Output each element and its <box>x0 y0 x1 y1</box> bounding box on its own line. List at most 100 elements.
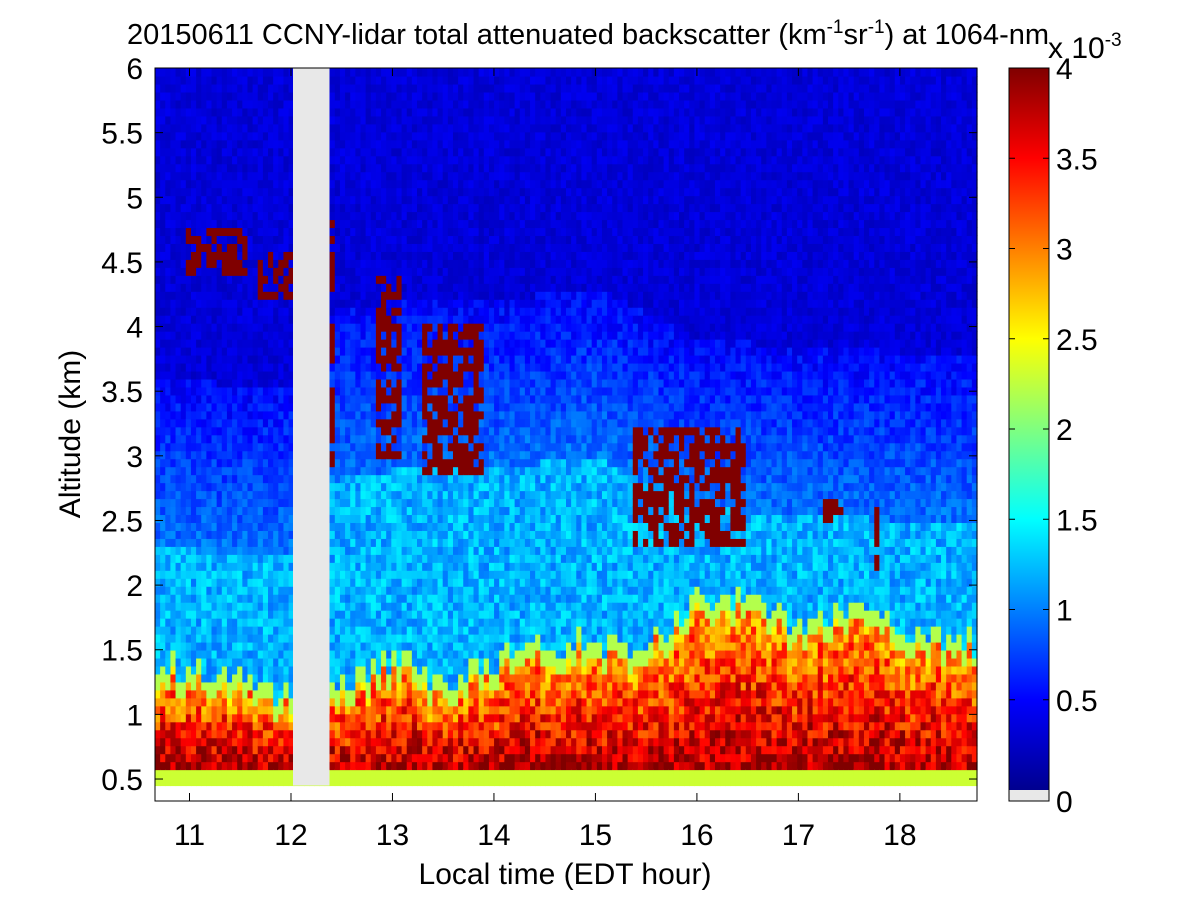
heatmap-cell <box>170 426 177 436</box>
heatmap-cell <box>268 155 274 165</box>
heatmap-cell <box>365 370 372 380</box>
heatmap-cell <box>339 235 346 244</box>
heatmap-cell <box>411 634 418 643</box>
heatmap-cell <box>432 458 439 468</box>
heatmap-cell <box>417 354 423 364</box>
heatmap-cell <box>252 657 259 667</box>
heatmap-cell <box>155 490 161 500</box>
heatmap-cell <box>375 163 382 173</box>
heatmap-cell <box>242 147 249 157</box>
heatmap-cell <box>370 75 377 85</box>
heatmap-cell <box>196 626 202 635</box>
heatmap-cell <box>257 179 264 189</box>
heatmap-cell <box>242 562 249 571</box>
heatmap-cell <box>211 594 218 603</box>
heatmap-cell <box>268 546 274 555</box>
heatmap-cell <box>175 275 182 284</box>
heatmap-cell <box>386 474 392 484</box>
heatmap-cell <box>422 434 428 444</box>
heatmap-cell <box>278 267 285 276</box>
heatmap-cell <box>242 347 249 356</box>
heatmap-cell <box>417 602 423 611</box>
heatmap-cell <box>216 75 223 85</box>
heatmap-cell <box>226 426 233 436</box>
heatmap-cell <box>196 83 202 93</box>
heatmap-cell <box>370 634 377 643</box>
heatmap-cell <box>345 107 351 117</box>
heatmap-cell <box>221 163 228 173</box>
heatmap-cell <box>417 610 423 619</box>
heatmap-cell <box>427 458 434 468</box>
heatmap-cell <box>406 602 413 611</box>
heatmap-cell <box>427 490 434 500</box>
heatmap-cell <box>211 123 218 133</box>
heatmap-cell <box>417 283 423 292</box>
heatmap-cell <box>160 538 166 547</box>
heatmap-cell <box>365 394 372 404</box>
heatmap-cell <box>422 68 428 77</box>
heatmap-cell <box>360 450 367 460</box>
heatmap-cell <box>432 187 439 197</box>
heatmap-cell <box>237 458 243 468</box>
heatmap-cell <box>355 498 362 508</box>
heatmap-cell <box>170 139 177 149</box>
heatmap-cell <box>288 259 295 268</box>
heatmap-cell <box>247 386 254 396</box>
heatmap-cell <box>350 466 356 476</box>
heatmap-cell <box>437 482 444 492</box>
heatmap-cell <box>345 562 351 571</box>
heatmap-cell <box>355 673 362 683</box>
heatmap-cell <box>329 602 336 611</box>
heatmap-cell <box>339 546 346 555</box>
heatmap-cell <box>396 347 403 356</box>
heatmap-cell <box>422 697 428 707</box>
heatmap-cell <box>339 219 346 229</box>
heatmap-cell <box>185 251 192 260</box>
heatmap-cell <box>160 530 166 539</box>
heatmap-cell <box>211 402 218 412</box>
heatmap-cell <box>411 498 418 508</box>
heatmap-cell <box>406 578 413 587</box>
heatmap-cell <box>247 506 254 516</box>
heatmap-cell <box>257 68 264 77</box>
heatmap-cell <box>283 275 290 284</box>
heatmap-cell <box>427 474 434 484</box>
heatmap-cell <box>355 99 362 109</box>
heatmap-cell <box>381 522 387 531</box>
heatmap-cell <box>155 339 161 348</box>
heatmap-cell <box>216 370 223 380</box>
heatmap-cell <box>232 530 238 539</box>
heatmap-cell <box>432 370 439 380</box>
heatmap-cell <box>391 673 398 683</box>
heatmap-cell <box>268 139 274 149</box>
heatmap-cell <box>375 99 382 109</box>
heatmap-cell <box>396 466 403 476</box>
heatmap-cell <box>432 179 439 189</box>
heatmap-cell <box>262 91 269 101</box>
heatmap-cell <box>278 618 285 627</box>
heatmap-cell <box>283 546 290 555</box>
heatmap-cell <box>221 434 228 444</box>
heatmap-cell <box>334 450 341 460</box>
heatmap-cell <box>273 75 279 85</box>
heatmap-cell <box>232 123 238 133</box>
heatmap-cell <box>237 474 243 484</box>
heatmap-cell <box>185 578 192 587</box>
heatmap-cell <box>355 75 362 85</box>
heatmap-cell <box>339 331 346 340</box>
heatmap-cell <box>257 107 264 117</box>
heatmap-cell <box>334 498 341 508</box>
heatmap-cell <box>334 362 341 372</box>
heatmap-cell <box>375 689 382 699</box>
heatmap-cell <box>216 697 223 707</box>
heatmap-cell <box>370 442 377 452</box>
heatmap-cell <box>196 546 202 555</box>
heatmap-cell <box>247 203 254 213</box>
heatmap-cell <box>170 626 177 635</box>
heatmap-cell <box>211 394 218 404</box>
heatmap-cell <box>268 522 274 531</box>
heatmap-cell <box>201 737 207 747</box>
heatmap-cell <box>247 370 254 380</box>
heatmap-cell <box>180 490 187 500</box>
heatmap-cell <box>196 482 202 492</box>
